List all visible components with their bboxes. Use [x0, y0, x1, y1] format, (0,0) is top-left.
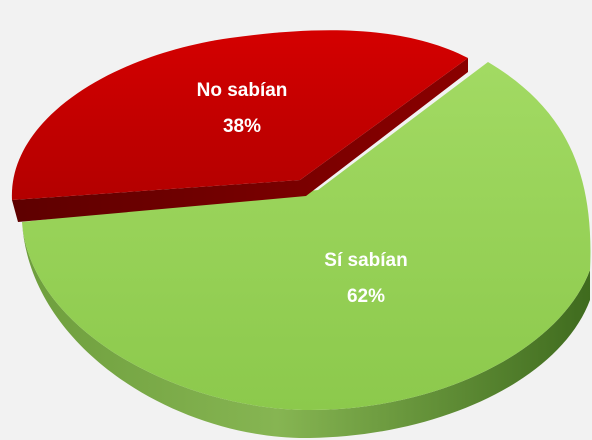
- si-sabian-label: Sí sabían: [324, 250, 407, 271]
- no-sabian-value: 38%: [223, 116, 261, 137]
- si-sabian-slice: [22, 62, 591, 410]
- no-sabian-slice-side: [12, 58, 468, 222]
- no-sabian-slice: [11, 30, 468, 200]
- si-sabian-slice-side: [22, 222, 590, 439]
- si-sabian-value: 62%: [347, 286, 385, 307]
- no-sabian-label: No sabían: [197, 80, 288, 101]
